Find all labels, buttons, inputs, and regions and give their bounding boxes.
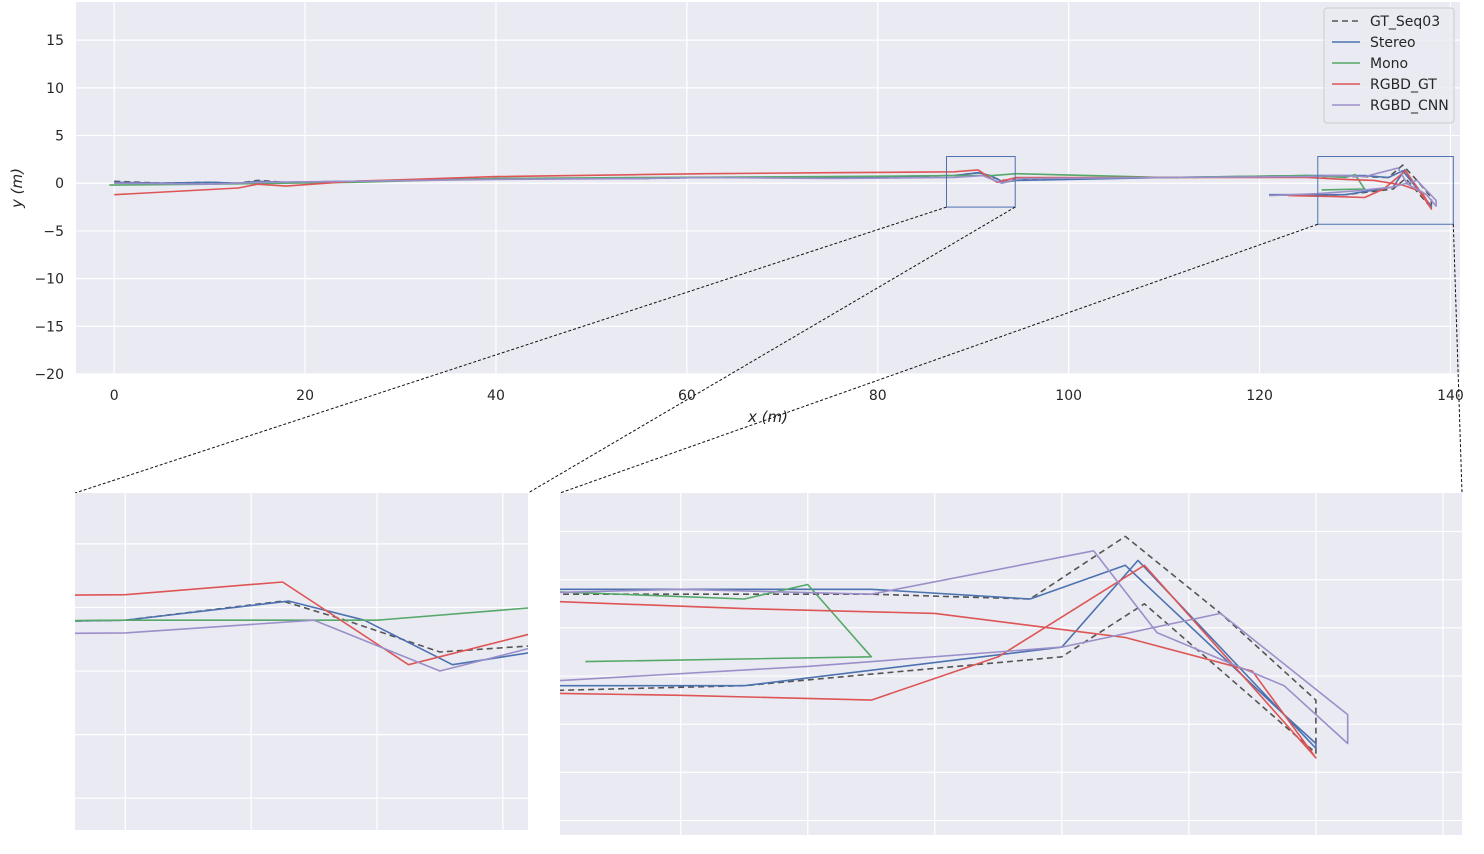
y-tick-label: 10	[46, 81, 64, 97]
y-tick-label: 15	[46, 33, 64, 49]
x-tick-label: 60	[678, 388, 696, 404]
x-tick-label: 140	[1437, 388, 1464, 404]
zoom-region-box	[945, 156, 1016, 208]
zoom-region-box	[1317, 156, 1454, 225]
legend-label: GT_Seq03	[1370, 14, 1440, 30]
zoom-connector-line	[559, 223, 1318, 494]
y-axis-label: y (m)	[8, 168, 26, 209]
main-tick-labels: 0 20 40 60 80 100 120 140 15 10 5 0 −5 −10 −15 −20	[34, 33, 1463, 404]
series-line-rgbd-cnn	[560, 549, 1349, 745]
series-line-rgbd-cnn	[114, 167, 1437, 207]
x-tick-label: 40	[487, 388, 505, 404]
legend-label: RGBD_GT	[1370, 77, 1437, 93]
x-axis-label: x (m)	[747, 408, 788, 426]
series-line-gt-seq03	[75, 600, 528, 653]
main-plot-area	[76, 2, 1460, 374]
inset-plot-left	[75, 493, 528, 830]
zoom-boxes	[945, 156, 1454, 225]
y-tick-label: −5	[43, 224, 64, 240]
y-tick-label: 5	[55, 129, 64, 145]
zoom-connectors	[74, 206, 1463, 494]
y-tick-label: 0	[55, 176, 64, 192]
legend: GT_Seq03 Stereo Mono RGBD_GT RGBD_CNN	[1323, 7, 1455, 124]
zoom-connector-line	[527, 206, 1016, 494]
legend-label: Mono	[1370, 56, 1408, 72]
series-line-rgbd-gt	[560, 564, 1317, 759]
series-line-stereo	[75, 600, 528, 666]
series-line-mono	[75, 607, 528, 622]
zoom-connector-line	[74, 206, 947, 494]
legend-box	[1323, 7, 1455, 124]
x-tick-label: 20	[296, 388, 314, 404]
series-line-stereo	[560, 559, 1317, 750]
y-tick-label: −10	[34, 272, 64, 288]
main-plot: 0 20 40 60 80 100 120 140 15 10 5 0 −5 −10 −15 −20 x (m…	[8, 2, 1464, 426]
inset-plot-area	[75, 493, 528, 830]
main-series-group	[109, 164, 1437, 210]
legend-label: RGBD_CNN	[1370, 98, 1449, 114]
y-tick-label: −15	[34, 319, 64, 335]
series-line-gt-seq03	[560, 535, 1317, 754]
x-tick-label: 0	[110, 388, 119, 404]
x-tick-label: 80	[869, 388, 887, 404]
legend-label: Stereo	[1370, 35, 1416, 51]
x-tick-label: 120	[1246, 388, 1273, 404]
series-line-mono	[560, 583, 873, 663]
y-tick-label: −20	[34, 367, 64, 383]
x-tick-label: 100	[1055, 388, 1082, 404]
inset-plot-right	[560, 493, 1462, 835]
inset-plot-area	[560, 493, 1462, 835]
